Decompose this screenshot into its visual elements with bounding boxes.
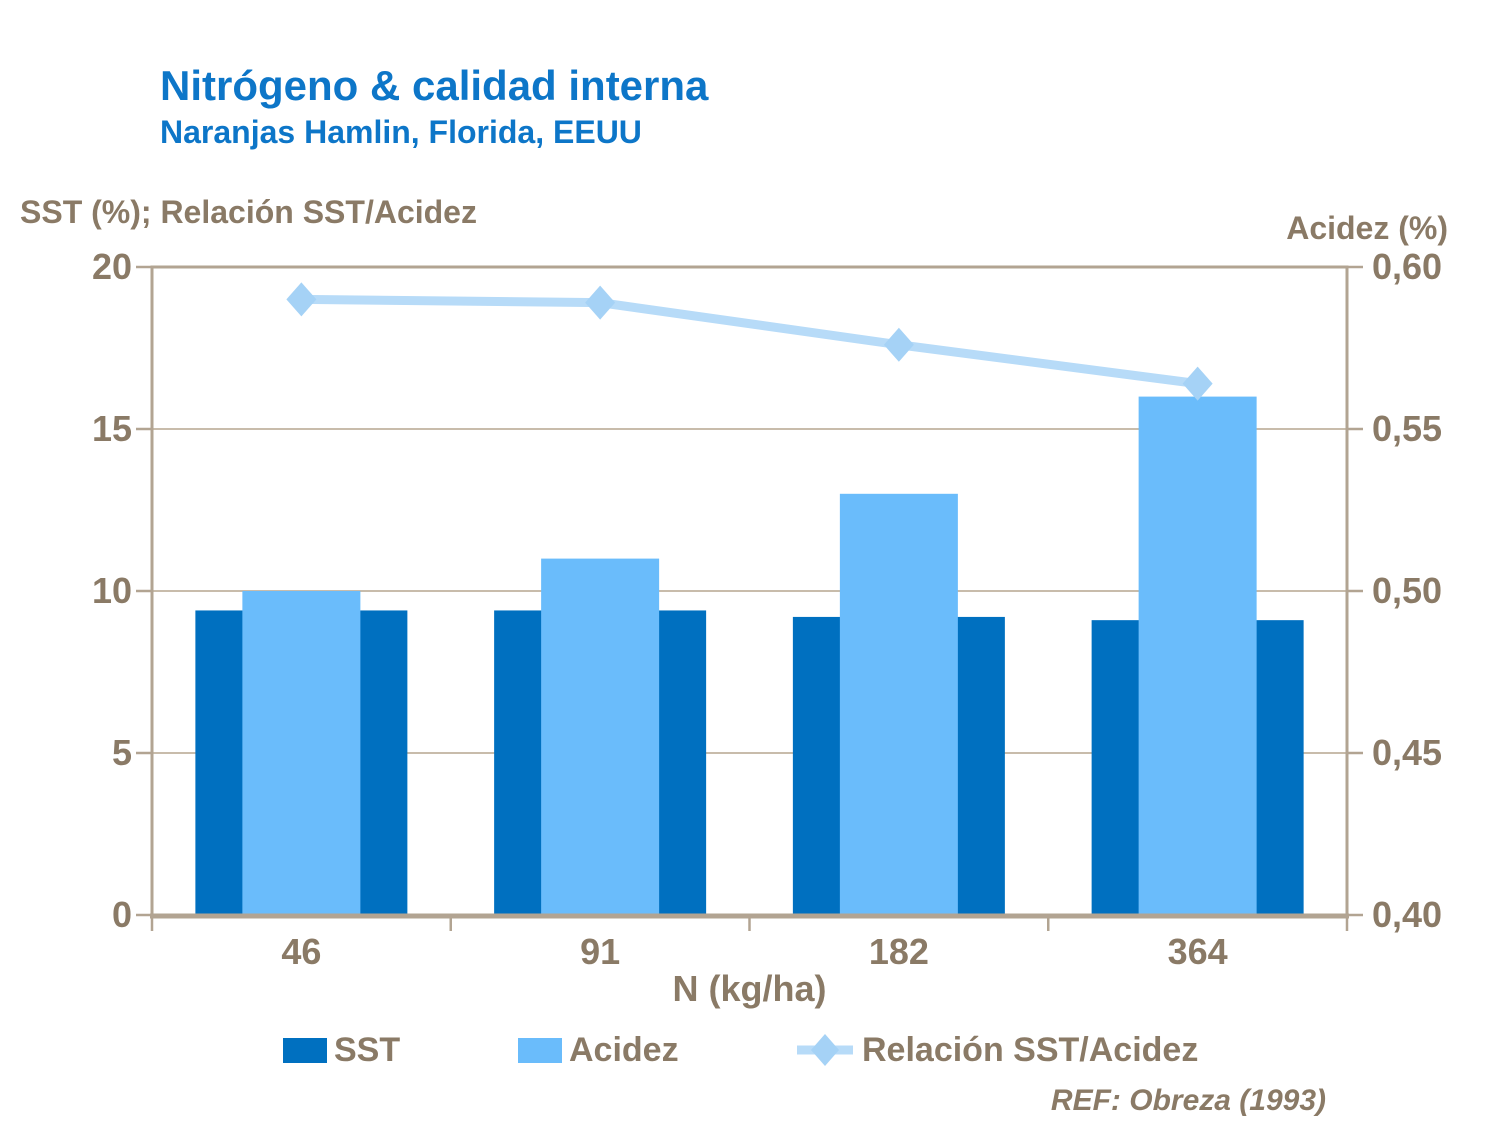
- left-axis-title: SST (%); Relación SST/Acidez: [20, 194, 477, 230]
- right-axis-tick: 0,40: [1372, 894, 1443, 935]
- legend-line-diamond-icon: [797, 1034, 853, 1066]
- x-axis-category-label: 46: [281, 931, 322, 972]
- legend-sst-label: SST: [334, 1030, 401, 1069]
- chart-subtitle: Naranjas Hamlin, Florida, EEUU: [160, 114, 642, 150]
- reference-text: REF: Obreza (1993): [1050, 1084, 1326, 1117]
- left-axis-tick: 5: [111, 732, 132, 773]
- ratio-line-marker-icon: [1182, 366, 1213, 401]
- ratio-line: [301, 294, 1199, 389]
- right-axis-tick: 0,50: [1372, 570, 1443, 611]
- legend-acidez-swatch-icon: [518, 1037, 562, 1063]
- bar-acidez: [541, 558, 660, 915]
- x-axis-title: N (kg/ha): [672, 968, 827, 1009]
- bar-acidez: [839, 493, 958, 915]
- right-axis-tick: 0,55: [1372, 408, 1443, 449]
- x-axis-category-label: 182: [868, 931, 929, 972]
- legend-item-sst: SST: [283, 1030, 400, 1070]
- left-axis-tick: 10: [91, 570, 132, 611]
- right-axis-title: Acidez (%): [1286, 210, 1448, 246]
- left-axis-tick: 15: [91, 408, 132, 449]
- legend-item-ratio: Relación SST/Acidez: [795, 1030, 1198, 1070]
- bar-acidez: [1138, 396, 1257, 916]
- bar-acidez: [242, 591, 361, 915]
- ratio-line-marker-icon: [883, 327, 914, 362]
- ratio-line-marker-icon: [585, 285, 616, 320]
- chart-title: Nitrógeno & calidad interna: [160, 62, 709, 109]
- left-axis-tick: 20: [91, 246, 132, 287]
- left-axis-tick: 0: [111, 894, 132, 935]
- right-axis-tick: 0,45: [1372, 732, 1443, 773]
- right-axis-tick: 0,60: [1372, 246, 1443, 287]
- legend-item-acidez: Acidez: [518, 1030, 679, 1070]
- x-axis-category-label: 91: [580, 931, 621, 972]
- legend-acidez-label: Acidez: [569, 1030, 679, 1069]
- legend-sst-swatch-icon: [283, 1037, 327, 1063]
- x-axis-category-label: 364: [1167, 931, 1228, 972]
- ratio-line-marker-icon: [286, 282, 317, 317]
- legend-ratio-label: Relación SST/Acidez: [862, 1030, 1199, 1069]
